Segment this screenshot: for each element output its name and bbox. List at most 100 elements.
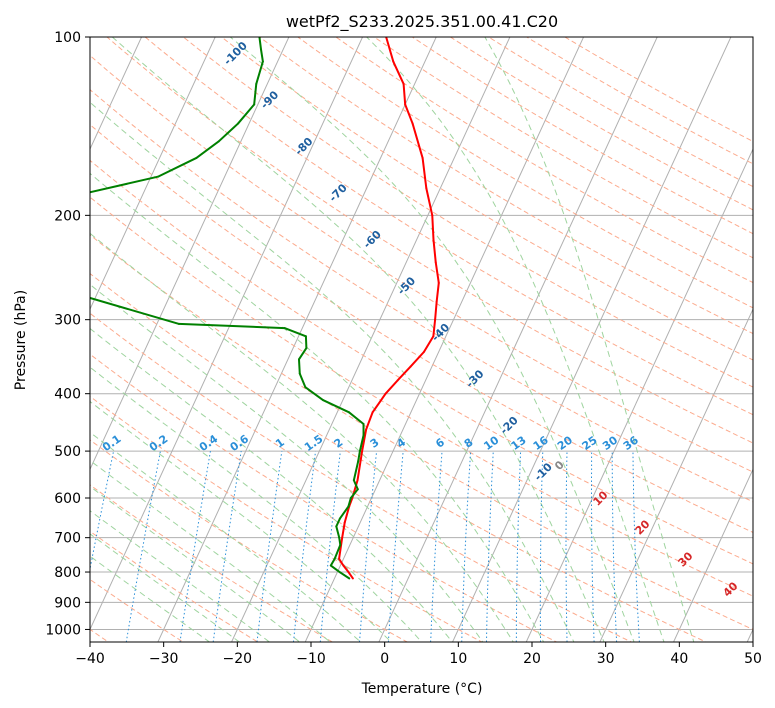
dry-adiabat [296,37,753,309]
y-tick-label: 300 [54,313,81,329]
moist-adiabat-label: 30 [676,549,696,569]
dry-adiabat [90,530,259,642]
plot-area: -100-90-80-70-60-50-40-30-20-100.1 0.2 0.4… [0,24,753,654]
isotherm [90,37,290,471]
y-tick-label: 100 [54,30,81,46]
x-tick-label: 40 [670,651,688,667]
mixing-ratio-label: 30 [600,433,620,453]
temperature-segment [432,238,437,264]
mixing-ratio-line [292,451,317,642]
dry-adiabat-label: -60 [361,228,384,251]
dewpoint-segment [338,536,342,546]
x-tick-label: −40 [75,651,105,667]
dewpoint-segment [237,103,256,125]
mixing-ratio-line [125,451,161,642]
mixing-ratio-label: 20 [555,433,575,453]
x-tick-label: −10 [296,651,326,667]
mixing-ratio-label: 25 [580,433,600,452]
dewpoint-segment [90,175,160,194]
moist-adiabat [90,459,331,642]
sounding-series [9,37,440,580]
chart-title: wetPf2_S233.2025.351.00.41.C20 [286,12,558,32]
isotherm [90,37,364,631]
mixing-ratio-label: 16 [531,433,551,453]
dry-adiabat [90,196,753,597]
dewpoint-segment [258,37,263,51]
dewpoint-segment [255,60,264,85]
moist-adiabat [90,400,392,642]
y-tick-label: 200 [54,208,81,224]
temperature-segment [338,536,344,560]
x-tick-label: 10 [449,651,467,667]
y-tick-label: 800 [54,565,81,581]
isotherm [378,37,658,642]
mixing-ratio-label: 1 [273,436,287,451]
dry-adiabat-label: -80 [292,135,315,158]
temperature-segment [342,564,350,574]
dewpoint-segment [297,358,301,375]
mixing-ratio-line [539,451,544,642]
isotherm [452,37,732,642]
skewed-isotherms [0,24,753,654]
dewpoint-segment [352,460,360,482]
temperature-segment [422,335,435,353]
moist-adiabat [90,283,484,642]
isotherm [599,308,753,642]
mixing-ratio-line [256,451,283,642]
mixing-ratio-line [387,451,404,642]
dewpoint-segment [253,82,258,106]
dewpoint-segment [195,140,220,159]
moist-adiabat [365,37,665,642]
mixing-ratio-label: 3 [368,436,382,451]
plot-frame [89,36,754,643]
dry-adiabat [90,272,708,642]
dry-adiabat [90,159,753,565]
dewpoint-segment [90,296,180,325]
moist-adiabats [90,37,695,642]
dry-adiabat-label: -40 [429,321,452,344]
temperature-segment [434,261,440,284]
mixing-ratio-label: 10 [481,433,501,453]
temperature-segment [434,300,438,321]
moist-adiabat [90,172,545,642]
mixing-ratio-line [461,451,472,642]
y-tick-label: 600 [54,491,81,507]
y-tick-label: 400 [54,387,81,403]
isotherm [304,37,585,642]
moist-adiabat [484,37,695,642]
dry-adiabat [90,353,558,642]
x-tick-label: 0 [380,651,389,667]
dewpoint-segment [338,505,350,520]
temperature-segment [371,392,387,414]
dewpoint-segment [349,488,359,500]
mixing-ratio-line [486,451,494,642]
dry-adiabat-label: -20 [498,414,521,437]
x-tick-label: 30 [597,651,615,667]
moist-adiabat [90,232,514,642]
x-tick-label: 50 [744,651,762,667]
isotherm [157,37,437,642]
dewpoint-segment [335,525,341,539]
temperature-segment [343,505,351,524]
temperature-segment [432,318,437,338]
dewpoint-segment [260,48,264,63]
dry-adiabat [90,234,753,630]
dry-adiabat [90,578,184,642]
dry-adiabat-label: -70 [327,181,350,204]
mixing-ratio-line [632,451,640,642]
temperature-segment [365,411,374,431]
moist-adiabat [90,431,362,642]
dry-adiabat-label: -50 [395,274,418,297]
dewpoint-segment [177,322,286,330]
x-tick-label: 20 [523,651,541,667]
dry-adiabat-label: -100 [221,39,250,68]
temperature-segment [361,428,368,453]
temperature-segment [356,450,364,482]
temperature-segment [402,82,407,106]
temperature-segment [435,281,440,303]
y-axis-label: Pressure (hPa) [13,290,29,390]
dewpoint-segment [9,202,47,222]
y-tick-label: 900 [54,595,81,611]
moist-adiabat-label: 10 [591,488,611,508]
isotherm [0,24,74,654]
